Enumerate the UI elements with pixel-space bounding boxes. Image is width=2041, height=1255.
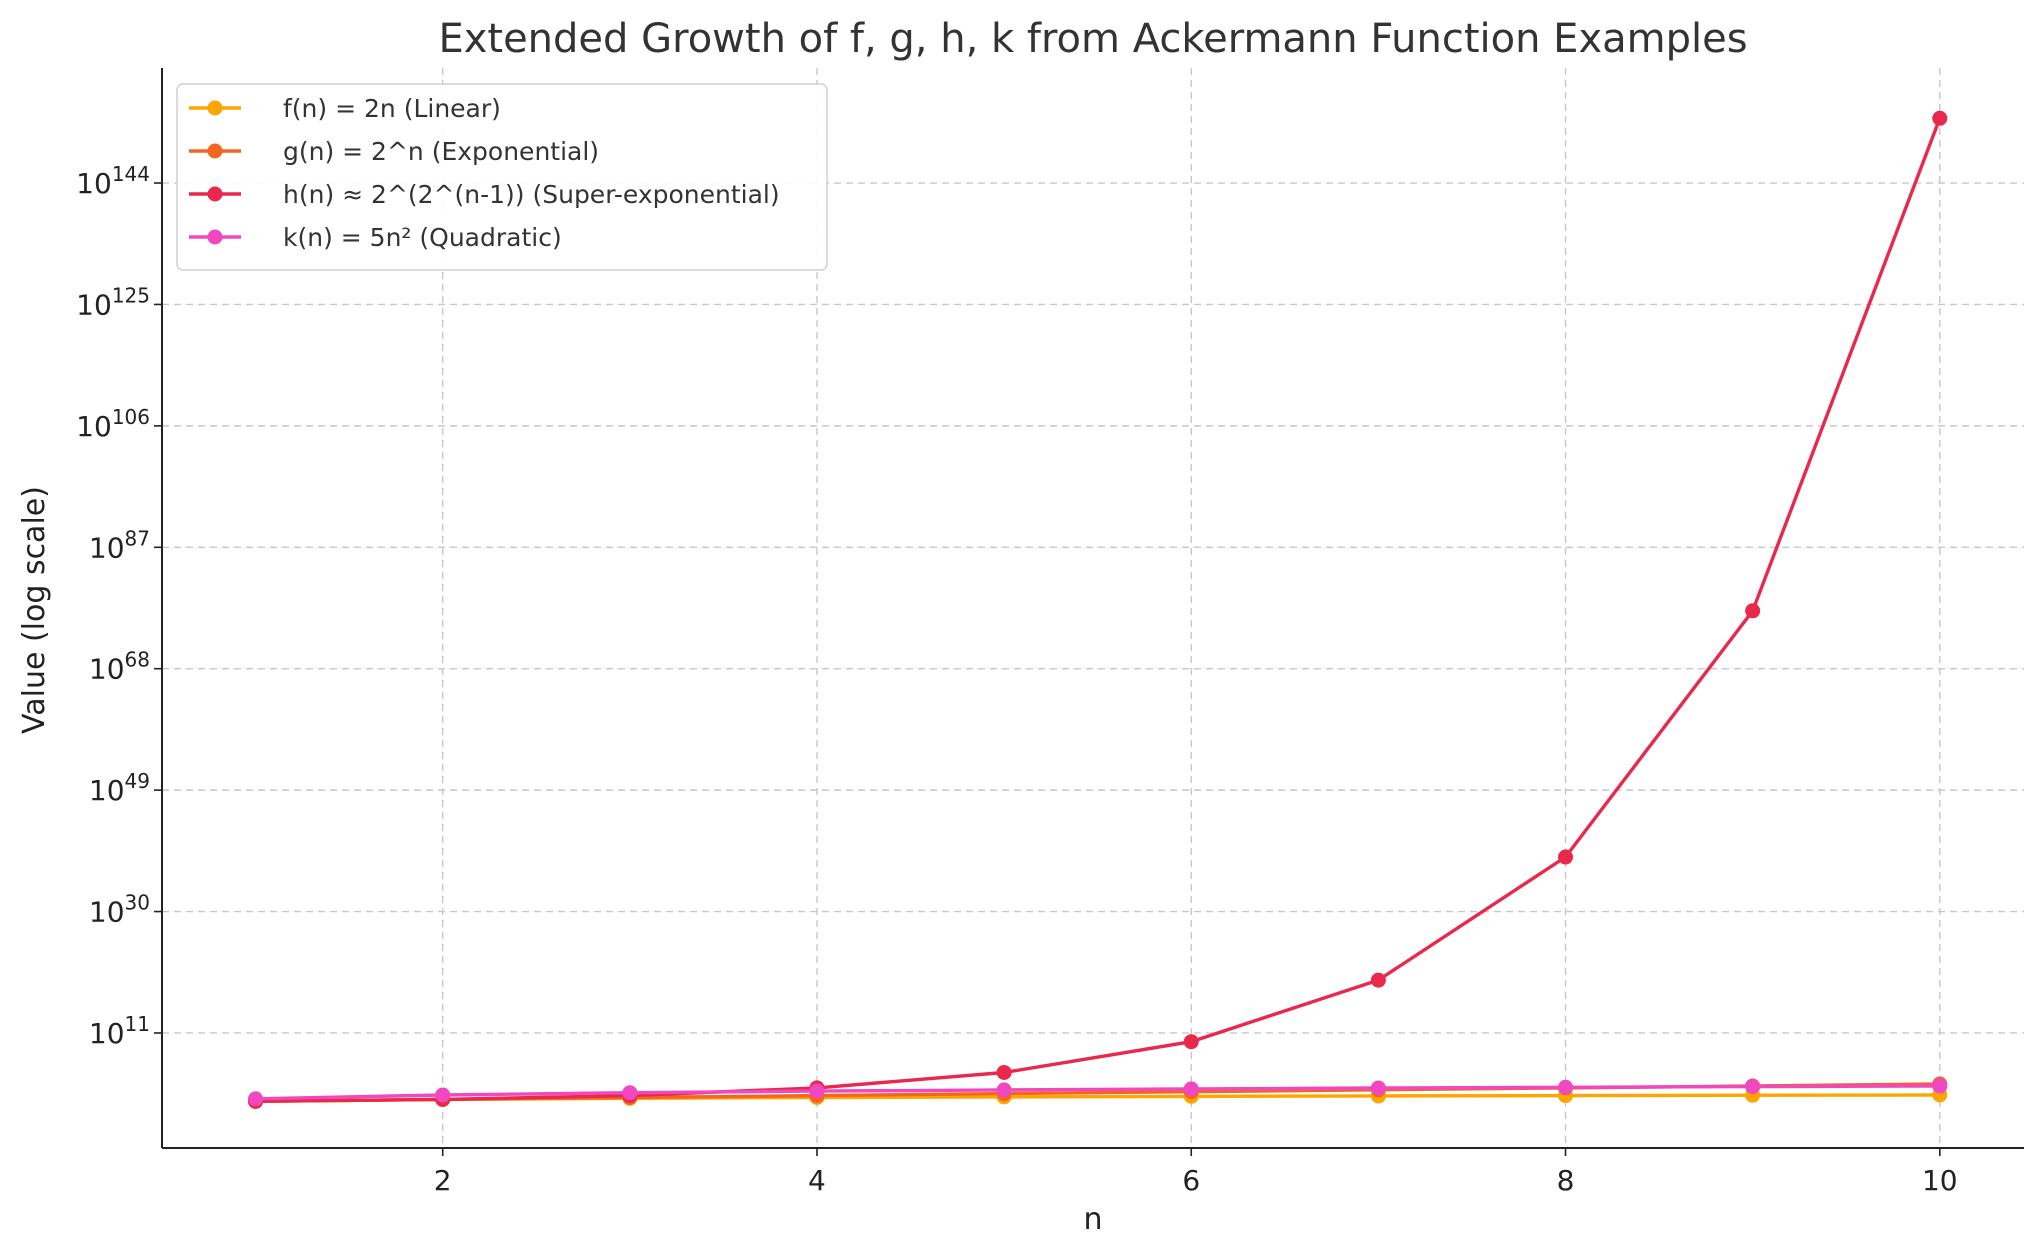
data-point — [1183, 1081, 1199, 1097]
y-axis-label: Value (log scale) — [17, 486, 52, 734]
ticks-layer: 2 4 6 8 10 1011 1030 1049 1068 1087 10106 10125 1014… — [76, 162, 1957, 1197]
x-axis-label: n — [1083, 1202, 1102, 1237]
legend-label: k(n) = 5n² (Quadratic) — [283, 223, 562, 252]
grid-layer — [162, 68, 2024, 1148]
legend-marker — [207, 229, 223, 245]
data-point — [996, 1064, 1012, 1080]
legend-item: h(n) ≈ 2^(2^(n-1)) (Super-exponential) — [189, 180, 780, 209]
legend-marker — [207, 143, 223, 159]
axes-layer — [161, 68, 2024, 1149]
y-tick-label: 10144 — [76, 162, 150, 200]
data-point — [1558, 849, 1574, 865]
y-tick-label: 10125 — [76, 283, 150, 321]
y-tick-label: 1068 — [89, 648, 150, 686]
data-point — [996, 1082, 1012, 1098]
x-tick-label: 8 — [1557, 1164, 1575, 1197]
data-point — [1745, 603, 1761, 619]
y-tick-label: 1011 — [89, 1012, 150, 1050]
legend: f(n) = 2n (Linear) g(n) = 2^n (Exponentia… — [176, 83, 828, 271]
series-3 — [248, 1078, 1948, 1107]
x-tick-label: 2 — [434, 1164, 452, 1197]
data-point — [435, 1087, 451, 1103]
legend-item: f(n) = 2n (Linear) — [189, 94, 501, 123]
legend-label: g(n) = 2^n (Exponential) — [283, 137, 599, 166]
data-point — [1558, 1079, 1574, 1095]
legend-label: h(n) ≈ 2^(2^(n-1)) (Super-exponential) — [283, 180, 780, 209]
x-tick-label: 10 — [1922, 1164, 1958, 1197]
series-line — [255, 117, 1942, 1103]
data-point — [1370, 1080, 1386, 1096]
data-point — [1183, 1034, 1199, 1050]
legend-marker — [207, 100, 223, 116]
legend-item: k(n) = 5n² (Quadratic) — [189, 223, 562, 252]
y-tick-label: 1049 — [89, 769, 150, 807]
x-tick-label: 6 — [1182, 1164, 1200, 1197]
y-tick-label: 10106 — [76, 405, 150, 443]
y-tick-label: 1087 — [89, 526, 150, 564]
data-point — [1932, 110, 1948, 126]
data-point — [622, 1085, 638, 1101]
legend-item: g(n) = 2^n (Exponential) — [189, 137, 599, 166]
legend-label: f(n) = 2n (Linear) — [283, 94, 501, 123]
data-point — [809, 1083, 825, 1099]
y-tick-label: 1030 — [89, 891, 150, 929]
data-point — [248, 1091, 264, 1107]
series-layer — [248, 110, 1948, 1109]
series-line — [255, 1084, 1940, 1101]
data-point — [1370, 972, 1386, 988]
legend-box — [176, 83, 828, 271]
data-point — [1932, 1078, 1948, 1094]
legend-marker — [207, 186, 223, 202]
chart-title: Extended Growth of f, g, h, k from Acker… — [438, 16, 1747, 62]
x-tick-label: 4 — [808, 1164, 826, 1197]
data-point — [1745, 1079, 1761, 1095]
